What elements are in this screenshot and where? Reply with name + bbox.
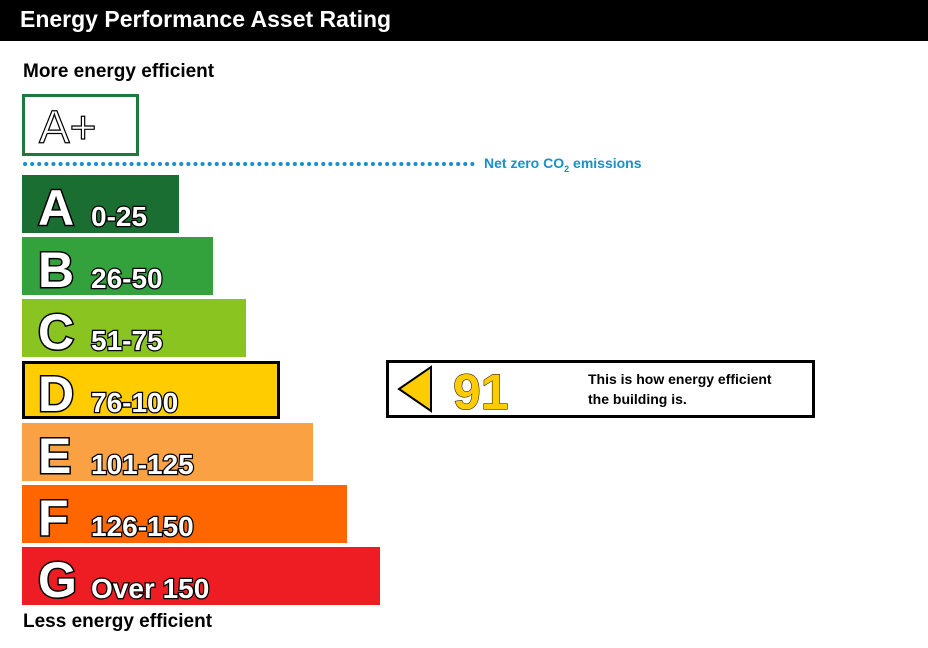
net-zero-label: Net zero CO2 emissions (484, 155, 642, 174)
net-zero-text-end: emissions (569, 155, 642, 171)
rating-indicator-graphic: 91 (397, 364, 509, 421)
band-letter: C (38, 304, 74, 360)
a-plus-label: A+ (39, 101, 97, 153)
band-range: 76-100 (91, 387, 178, 418)
band-g: G Over 150 (22, 547, 380, 610)
band-b: B 26-50 (22, 237, 213, 300)
band-d-label: D 76-100 (37, 365, 180, 424)
band-c: C 51-75 (22, 299, 246, 362)
band-letter: D (38, 366, 74, 422)
current-rating-indicator: 91 This is how energy efficient the buil… (386, 360, 815, 421)
rating-value: 91 (453, 364, 509, 420)
rating-description: This is how energy efficient the buildin… (588, 369, 808, 409)
band-b-label: B 26-50 (37, 241, 164, 300)
band-range: 0-25 (91, 201, 147, 232)
a-plus-graphic: A+ (38, 100, 97, 153)
band-range: 126-150 (91, 511, 194, 542)
net-zero-dotted-line (23, 162, 475, 166)
band-range: 101-125 (91, 449, 194, 480)
band-letter: A (38, 180, 74, 236)
net-zero-subscript: 2 (564, 163, 570, 174)
band-letter: B (38, 242, 74, 298)
band-range: 51-75 (91, 325, 163, 356)
band-range: 26-50 (91, 263, 163, 294)
band-a-label: A 0-25 (37, 179, 149, 238)
a-plus-band: A+ (22, 94, 139, 156)
net-zero-text: Net zero CO (484, 155, 565, 171)
rating-description-line1: This is how energy efficient (588, 371, 772, 387)
band-f-label: F 126-150 (37, 489, 196, 548)
band-c-label: C 51-75 (37, 303, 164, 362)
page-title: Energy Performance Asset Rating (20, 6, 392, 32)
rating-arrow (397, 365, 432, 413)
band-a: A 0-25 (22, 175, 179, 238)
band-d: D 76-100 (22, 361, 280, 424)
band-range: Over 150 (91, 573, 209, 604)
band-letter: G (38, 552, 77, 608)
less-efficient-label: Less energy efficient (23, 611, 213, 632)
band-f: F 126-150 (22, 485, 347, 548)
band-letter: E (38, 428, 71, 484)
band-e-label: E 101-125 (37, 427, 196, 486)
band-e: E 101-125 (22, 423, 313, 486)
more-efficient-label: More energy efficient (23, 61, 215, 82)
rating-description-line2: the building is. (588, 391, 687, 407)
band-g-label: G Over 150 (37, 551, 211, 610)
title-bar: Energy Performance Asset Rating (0, 0, 928, 41)
band-letter: F (38, 490, 69, 546)
